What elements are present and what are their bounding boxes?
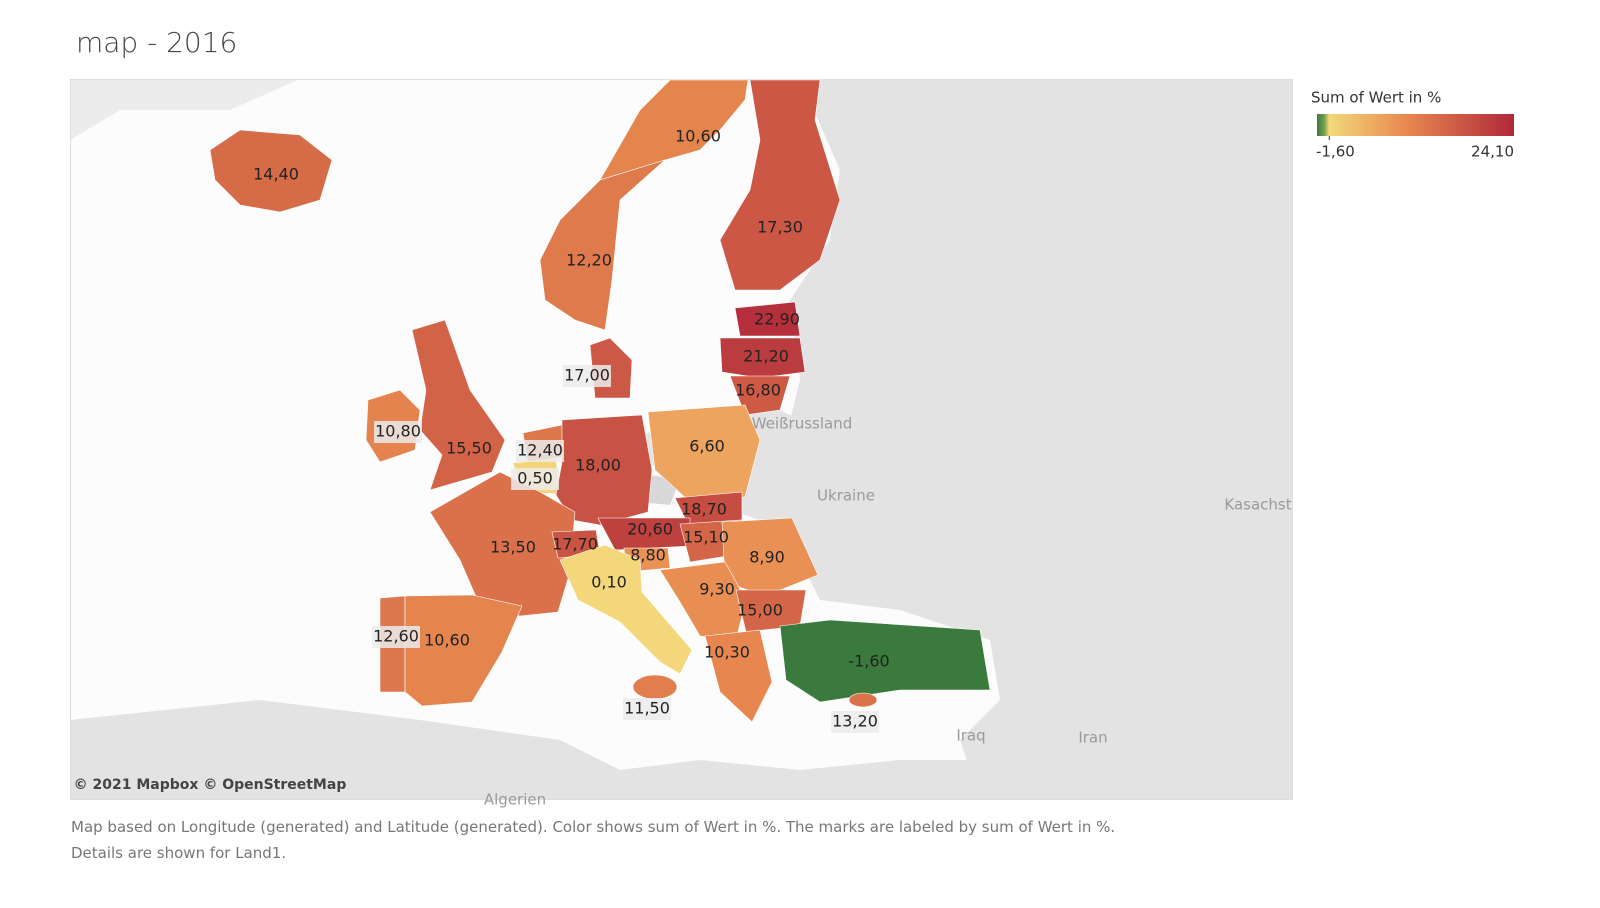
country-label: 15,00 bbox=[737, 601, 783, 620]
country-label: 15,50 bbox=[446, 439, 492, 458]
label-bg bbox=[831, 711, 879, 733]
country-label: 22,90 bbox=[754, 310, 800, 329]
country-label: 17,30 bbox=[757, 218, 803, 237]
country bbox=[411, 319, 506, 491]
legend-title: Sum of Wert in % bbox=[1311, 89, 1441, 107]
basemap-label: Kasachst bbox=[1224, 496, 1291, 514]
country-label: 13,50 bbox=[490, 538, 536, 557]
country-label: 0,10 bbox=[591, 573, 627, 592]
basemap-label: Algerien bbox=[484, 791, 546, 809]
title: map - 2016 bbox=[76, 26, 238, 59]
regions bbox=[209, 79, 991, 723]
country-label: 10,80 bbox=[375, 422, 421, 441]
country bbox=[779, 619, 991, 703]
country bbox=[704, 629, 773, 723]
label-bg bbox=[372, 626, 420, 648]
legend-bar bbox=[1317, 114, 1514, 136]
country-label: 12,20 bbox=[566, 251, 612, 270]
country bbox=[848, 692, 878, 708]
country-label: 14,40 bbox=[253, 165, 299, 184]
label-bg bbox=[511, 468, 559, 490]
country-label: 12,40 bbox=[517, 441, 563, 460]
caption-line: Map based on Longitude (generated) and L… bbox=[71, 818, 1116, 836]
country-label: 11,50 bbox=[624, 699, 670, 718]
country-label: 18,00 bbox=[575, 456, 621, 475]
country-label: 8,90 bbox=[749, 548, 785, 567]
map: 14,40 10,60 12,20 17,30 22,90 21,20 16,80 17,00… bbox=[70, 79, 1514, 809]
country-label: 10,30 bbox=[704, 643, 750, 662]
country-label: 21,20 bbox=[743, 347, 789, 366]
country-label: 16,80 bbox=[735, 381, 781, 400]
country-label: 0,50 bbox=[517, 469, 553, 488]
country bbox=[209, 129, 333, 213]
country bbox=[647, 404, 761, 503]
caption-line: Details are shown for Land1. bbox=[71, 844, 287, 862]
country-label: 17,70 bbox=[552, 535, 598, 554]
country-label: 18,70 bbox=[681, 500, 727, 519]
map-frame bbox=[70, 79, 1293, 800]
country-label: 17,00 bbox=[564, 366, 610, 385]
basemap-label: Weißrussland bbox=[752, 415, 853, 433]
country bbox=[719, 79, 841, 291]
basemap-label: Iraq bbox=[956, 727, 985, 745]
country bbox=[555, 414, 653, 526]
country-label: 15,10 bbox=[683, 528, 729, 547]
country-label: 12,60 bbox=[373, 627, 419, 646]
country-label: 6,60 bbox=[689, 437, 725, 456]
attribution: © 2021 Mapbox © OpenStreetMap bbox=[74, 777, 347, 793]
basemap-label: Ukraine bbox=[817, 487, 875, 505]
basemap-label: Iran bbox=[1078, 729, 1107, 747]
country bbox=[559, 544, 693, 675]
country bbox=[719, 337, 806, 379]
country-label: 10,60 bbox=[675, 127, 721, 146]
country-label: -1,60 bbox=[848, 652, 889, 671]
caption: Map based on Longitude (generated) and L… bbox=[71, 814, 1115, 866]
country bbox=[404, 594, 523, 707]
country-label: 13,20 bbox=[832, 712, 878, 731]
country bbox=[734, 301, 801, 337]
country bbox=[632, 674, 678, 700]
label-bg bbox=[374, 421, 422, 443]
label-bg bbox=[623, 698, 671, 720]
country-label: 8,80 bbox=[630, 546, 666, 565]
country-label: 9,30 bbox=[699, 580, 735, 599]
legend-max: 24,10 bbox=[1471, 143, 1514, 161]
legend-min: -1,60 bbox=[1316, 143, 1355, 161]
label-bg bbox=[563, 365, 611, 387]
label-bg bbox=[516, 440, 564, 462]
country bbox=[539, 159, 666, 331]
labels: 14,40 10,60 12,20 17,30 22,90 21,20 16,80 17,00… bbox=[253, 127, 1292, 809]
country-label: 20,60 bbox=[627, 520, 673, 539]
country-label: 10,60 bbox=[424, 631, 470, 650]
country bbox=[599, 79, 749, 181]
